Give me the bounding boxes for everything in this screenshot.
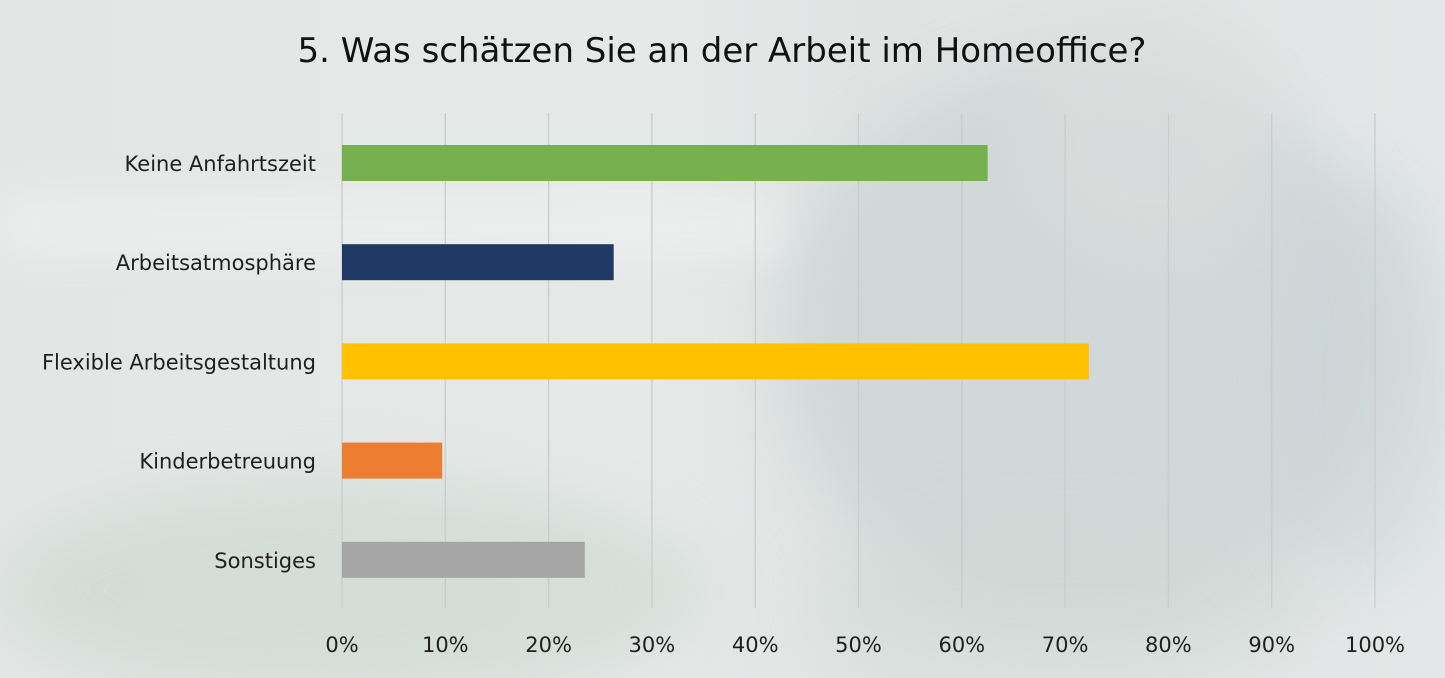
x-axis-tick-labels: 0% 10% 20% 30% 40% 50% 60% 70% 80% 90% 100% (325, 633, 1405, 657)
bar (342, 343, 1089, 380)
x-tick-label: 80% (1145, 633, 1192, 657)
x-tick-label: 100% (1345, 633, 1405, 657)
background-shape (820, 520, 1320, 678)
bars (342, 145, 1089, 578)
x-tick-label: 50% (835, 633, 882, 657)
x-tick-label: 30% (629, 633, 676, 657)
bar (342, 244, 614, 281)
x-tick-label: 70% (1042, 633, 1089, 657)
x-tick-label: 40% (732, 633, 779, 657)
x-tick-label: 20% (525, 633, 572, 657)
bar (342, 145, 988, 181)
category-label: Kinderbetreuung (139, 450, 316, 474)
bar (342, 442, 443, 479)
category-label: Keine Anfahrtszeit (125, 152, 316, 176)
category-label: Sonstiges (214, 549, 316, 573)
x-tick-label: 90% (1248, 633, 1295, 657)
bar (342, 541, 585, 578)
background-shape (1260, 180, 1445, 580)
background-shape (0, 480, 700, 678)
background-shape (1020, 0, 1280, 260)
x-tick-label: 10% (422, 633, 469, 657)
chart-title: 5. Was schätzen Sie an der Arbeit im Hom… (298, 31, 1147, 71)
category-label: Flexible Arbeitsgestaltung (42, 350, 316, 374)
category-label: Arbeitsatmosphäre (116, 251, 316, 275)
x-tick-label: 0% (325, 633, 358, 657)
x-tick-label: 60% (938, 633, 985, 657)
category-labels: Keine Anfahrtszeit Arbeitsatmosphäre Flexi… (42, 152, 316, 573)
